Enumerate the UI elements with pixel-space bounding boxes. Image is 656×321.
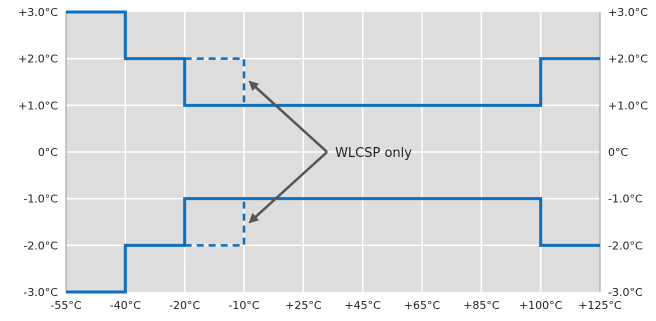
y-tick-label-left: -3.0°C <box>23 286 58 299</box>
y-tick-label-right: -1.0°C <box>608 193 643 206</box>
y-tick-label-left: -2.0°C <box>23 239 58 252</box>
y-tick-label-right: +3.0°C <box>608 6 648 19</box>
x-tick-label: +25°C <box>285 299 322 312</box>
x-tick-label: +65°C <box>404 299 441 312</box>
x-tick-label: -55°C <box>50 299 81 312</box>
x-tick-label: +125°C <box>578 299 622 312</box>
dashed-limit-line-2 <box>184 57 246 106</box>
y-tick-label-left: +2.0°C <box>18 53 58 66</box>
tick-labels: +3.0°C +3.0°C +2.0°C +2.0°C +1.0°C +1.0°C 0°C 0… <box>18 6 648 312</box>
y-tick-label-left: 0°C <box>38 146 58 159</box>
series-group <box>66 10 600 294</box>
y-tick-label-right: -3.0°C <box>608 286 643 299</box>
annotation: WLCSP only <box>248 80 412 224</box>
y-tick-label-right: +2.0°C <box>608 53 648 66</box>
annotation-label: WLCSP only <box>335 146 412 161</box>
y-tick-label-left: +1.0°C <box>18 99 58 112</box>
x-tick-label: +85°C <box>463 299 500 312</box>
limit-line-0 <box>66 10 600 107</box>
dashed-limit-line-3 <box>184 198 246 247</box>
y-tick-label-right: 0°C <box>608 146 628 159</box>
x-tick-label: +45°C <box>344 299 381 312</box>
x-tick-label: -10°C <box>228 299 259 312</box>
limit-line-1 <box>66 197 600 294</box>
annotation-arrow <box>248 80 328 153</box>
y-tick-label-right: +1.0°C <box>608 99 648 112</box>
x-tick-label: -40°C <box>110 299 141 312</box>
annotation-arrow <box>248 151 328 224</box>
x-tick-label: -20°C <box>169 299 200 312</box>
y-tick-label-left: +3.0°C <box>18 6 58 19</box>
y-tick-label-right: -2.0°C <box>608 239 643 252</box>
x-tick-label: +100°C <box>519 299 563 312</box>
y-tick-label-left: -1.0°C <box>23 193 58 206</box>
